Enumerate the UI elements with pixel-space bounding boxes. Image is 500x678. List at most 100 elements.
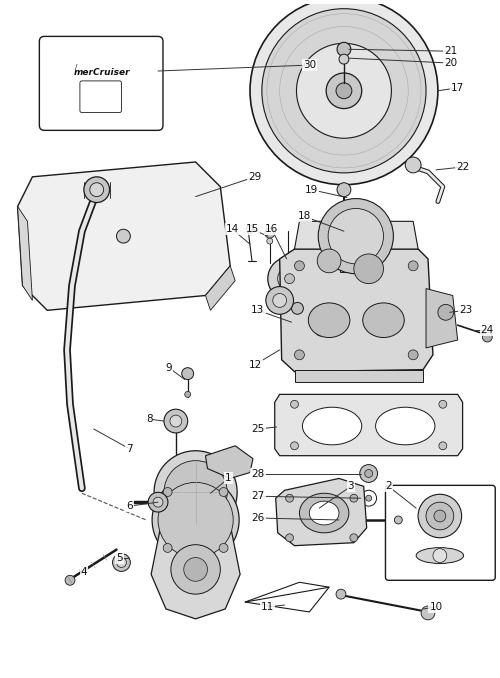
Text: 20: 20 — [444, 58, 458, 68]
Circle shape — [170, 415, 182, 427]
Circle shape — [284, 274, 294, 283]
Circle shape — [84, 177, 110, 203]
Text: 21: 21 — [444, 46, 458, 56]
Circle shape — [434, 510, 446, 522]
Circle shape — [364, 470, 372, 477]
Text: 16: 16 — [265, 224, 278, 234]
Ellipse shape — [308, 303, 350, 338]
Circle shape — [328, 208, 384, 264]
Text: 26: 26 — [252, 513, 264, 523]
Circle shape — [163, 544, 172, 553]
Circle shape — [164, 410, 188, 433]
Circle shape — [163, 487, 172, 496]
Text: 11: 11 — [261, 602, 274, 612]
Circle shape — [267, 238, 272, 244]
Circle shape — [339, 54, 349, 64]
Circle shape — [406, 157, 421, 173]
Circle shape — [286, 534, 294, 542]
Circle shape — [334, 515, 344, 525]
Circle shape — [290, 400, 298, 408]
Ellipse shape — [302, 407, 362, 445]
Text: 22: 22 — [456, 162, 469, 172]
Circle shape — [272, 294, 286, 307]
Text: 18: 18 — [298, 212, 311, 222]
Circle shape — [433, 549, 447, 563]
Circle shape — [439, 400, 447, 408]
Circle shape — [360, 464, 378, 482]
Polygon shape — [426, 289, 458, 348]
Circle shape — [250, 0, 438, 184]
Circle shape — [148, 492, 168, 512]
Polygon shape — [274, 395, 462, 456]
Circle shape — [158, 482, 233, 557]
Text: 13: 13 — [252, 305, 264, 315]
Text: 9: 9 — [166, 363, 172, 373]
Circle shape — [317, 249, 341, 273]
Circle shape — [296, 43, 392, 138]
Text: 27: 27 — [252, 492, 264, 501]
Polygon shape — [294, 221, 418, 249]
Ellipse shape — [376, 407, 435, 445]
Polygon shape — [206, 266, 235, 311]
Circle shape — [262, 9, 426, 173]
Circle shape — [336, 589, 346, 599]
FancyBboxPatch shape — [40, 37, 163, 130]
Circle shape — [246, 225, 254, 233]
Text: 8: 8 — [146, 414, 152, 424]
FancyBboxPatch shape — [386, 485, 495, 580]
Circle shape — [286, 494, 294, 502]
Circle shape — [116, 229, 130, 243]
Circle shape — [219, 544, 228, 553]
Circle shape — [268, 257, 312, 300]
Text: 12: 12 — [248, 360, 262, 370]
Circle shape — [153, 497, 163, 507]
Text: merCruiser: merCruiser — [74, 68, 130, 77]
Circle shape — [116, 557, 126, 567]
Circle shape — [408, 261, 418, 271]
Text: 3: 3 — [348, 481, 354, 492]
Ellipse shape — [362, 303, 405, 338]
FancyBboxPatch shape — [80, 81, 122, 113]
Polygon shape — [206, 446, 253, 479]
Circle shape — [421, 606, 435, 620]
Circle shape — [408, 350, 418, 360]
Circle shape — [184, 391, 190, 397]
Circle shape — [164, 460, 228, 524]
Circle shape — [152, 477, 239, 563]
Text: 29: 29 — [248, 172, 262, 182]
Circle shape — [482, 332, 492, 342]
Circle shape — [354, 254, 384, 283]
Text: 28: 28 — [252, 469, 264, 479]
Circle shape — [278, 267, 301, 291]
Text: 7: 7 — [126, 444, 132, 454]
Circle shape — [90, 183, 104, 197]
Text: 10: 10 — [430, 602, 442, 612]
Polygon shape — [151, 525, 240, 619]
Text: 24: 24 — [480, 325, 494, 335]
Polygon shape — [294, 370, 423, 382]
Ellipse shape — [310, 501, 339, 525]
Circle shape — [337, 42, 351, 56]
Circle shape — [184, 557, 208, 581]
Polygon shape — [276, 479, 366, 546]
Circle shape — [366, 495, 372, 501]
Circle shape — [294, 350, 304, 360]
Circle shape — [112, 554, 130, 572]
Bar — [340, 254, 348, 272]
Text: 5: 5 — [116, 553, 123, 563]
Text: 17: 17 — [451, 83, 464, 93]
Circle shape — [336, 83, 352, 99]
Circle shape — [350, 494, 358, 502]
Polygon shape — [18, 162, 230, 311]
Text: 2: 2 — [385, 481, 392, 492]
Ellipse shape — [416, 548, 464, 563]
Circle shape — [418, 494, 462, 538]
Circle shape — [265, 228, 274, 238]
Text: /: / — [75, 64, 77, 70]
Text: 4: 4 — [80, 567, 87, 578]
Circle shape — [292, 302, 304, 315]
Polygon shape — [18, 207, 32, 300]
Circle shape — [350, 534, 358, 542]
Circle shape — [219, 487, 228, 496]
Text: 30: 30 — [303, 60, 316, 70]
